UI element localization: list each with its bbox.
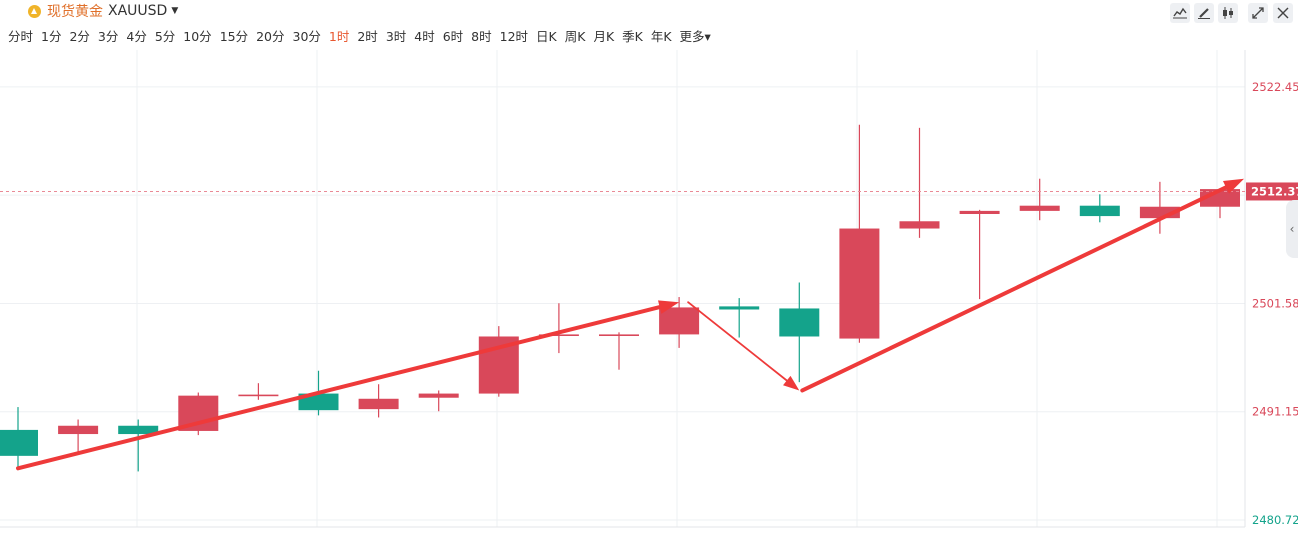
y-tick-label: 2480.72: [1252, 513, 1298, 527]
candle-body: [1079, 205, 1120, 217]
period-tab[interactable]: 4分: [126, 29, 147, 44]
candle-body: [779, 308, 820, 337]
instrument-name: 现货黄金: [47, 4, 103, 20]
candle-body: [959, 210, 1000, 215]
period-tab[interactable]: 3时: [385, 29, 407, 44]
period-tab[interactable]: 1时: [328, 29, 350, 44]
chart-header: 现货黄金 XAUUSD ▼ 分时 1分 2分 3分 4分 5分 10分 15分 20分 30分 1时…: [0, 0, 1298, 50]
period-tab[interactable]: 1分: [41, 29, 62, 44]
candle-body: [58, 425, 99, 435]
candle-body: [839, 228, 880, 339]
candle-body: [719, 306, 760, 310]
period-tab[interactable]: 月K: [593, 29, 615, 44]
period-tab[interactable]: 周K: [564, 29, 586, 44]
period-tab[interactable]: 季K: [622, 29, 643, 44]
instrument-symbol: XAUUSD: [108, 3, 168, 19]
trend-arrow-head: [783, 375, 800, 391]
period-tab[interactable]: 更多▾: [679, 29, 711, 44]
chart-grid: [0, 50, 1246, 528]
period-tab[interactable]: 2分: [69, 29, 90, 44]
current-price-label: 2512.37: [1251, 184, 1298, 198]
period-tab[interactable]: 6时: [442, 29, 464, 44]
current-price-badge: [1246, 182, 1298, 201]
y-tick-label: 2501.58: [1252, 296, 1298, 310]
period-tab[interactable]: 年K: [650, 29, 672, 44]
trend-arrow-line: [800, 185, 1229, 393]
period-tab[interactable]: 分时: [8, 29, 34, 44]
candle-body: [418, 393, 459, 398]
candle-body: [1139, 206, 1180, 219]
period-tab[interactable]: 20分: [256, 29, 285, 44]
candle-body: [118, 425, 159, 435]
chevron-down-icon: ▼: [171, 6, 179, 16]
period-tab[interactable]: 日K: [536, 29, 557, 44]
period-tab[interactable]: 10分: [183, 29, 212, 44]
candle-body: [0, 429, 38, 456]
instrument-selector[interactable]: 现货黄金 XAUUSD ▼: [28, 2, 178, 20]
period-tabs: 分时 1分 2分 3分 4分 5分 10分 15分 20分 30分 1时 2时 3时 4时 6时 8时 12时日…: [8, 26, 719, 44]
period-tab[interactable]: 2时: [357, 29, 378, 44]
expand-icon[interactable]: [1248, 3, 1268, 23]
line-chart-icon[interactable]: [1170, 3, 1190, 23]
period-tab[interactable]: 15分: [219, 29, 249, 44]
collapse-panel-button[interactable]: ‹: [1286, 200, 1298, 258]
candle-body: [599, 334, 639, 337]
candle-body: [1019, 205, 1060, 211]
chevron-left-icon: ‹: [1289, 222, 1295, 236]
candle-body: [899, 221, 940, 229]
candle-body: [358, 398, 399, 410]
y-tick-label: 2522.45: [1252, 80, 1298, 94]
candle-settings-icon[interactable]: [1218, 3, 1238, 23]
period-tab[interactable]: 30分: [292, 29, 321, 44]
gold-coin-icon: [28, 4, 41, 18]
draw-icon[interactable]: [1194, 3, 1214, 23]
candle-body: [659, 307, 700, 335]
period-tab[interactable]: 3分: [97, 29, 119, 44]
period-tab[interactable]: 8时: [471, 29, 492, 44]
trend-arrow-head: [1222, 178, 1245, 194]
period-tab[interactable]: 12时: [499, 29, 529, 44]
close-icon[interactable]: [1273, 3, 1293, 23]
trend-annotations: [16, 178, 1245, 471]
candle-body: [298, 393, 339, 411]
candle-body: [538, 334, 579, 337]
y-tick-label: 2491.15: [1252, 405, 1298, 419]
trend-arrow-line: [16, 305, 662, 471]
candle-series: [0, 124, 1245, 472]
trend-arrow-line: [687, 301, 788, 382]
period-tab[interactable]: 4时: [414, 29, 435, 44]
period-tab[interactable]: 5分: [154, 29, 176, 44]
trend-arrow-head: [657, 300, 680, 314]
price-axis: 2522.452512.022501.582491.152480.722512.…: [1246, 80, 1298, 527]
candle-body: [238, 394, 279, 397]
